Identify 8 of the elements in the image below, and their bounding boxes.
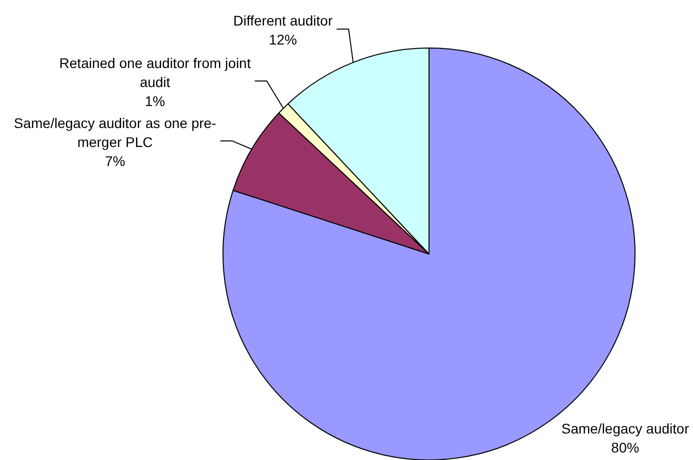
data-label: 80% [611,440,640,456]
data-label: 7% [104,152,126,169]
slice-label: Same/legacy auditor as one pre-merger PLC [14,114,217,150]
data-label: 1% [144,93,166,110]
slice-label: Retained one auditor from joint audit [59,55,251,90]
data-label: 12% [268,32,297,48]
slice-label: Same/legacy auditor [561,420,690,436]
slice-label: Different auditor [233,12,333,29]
